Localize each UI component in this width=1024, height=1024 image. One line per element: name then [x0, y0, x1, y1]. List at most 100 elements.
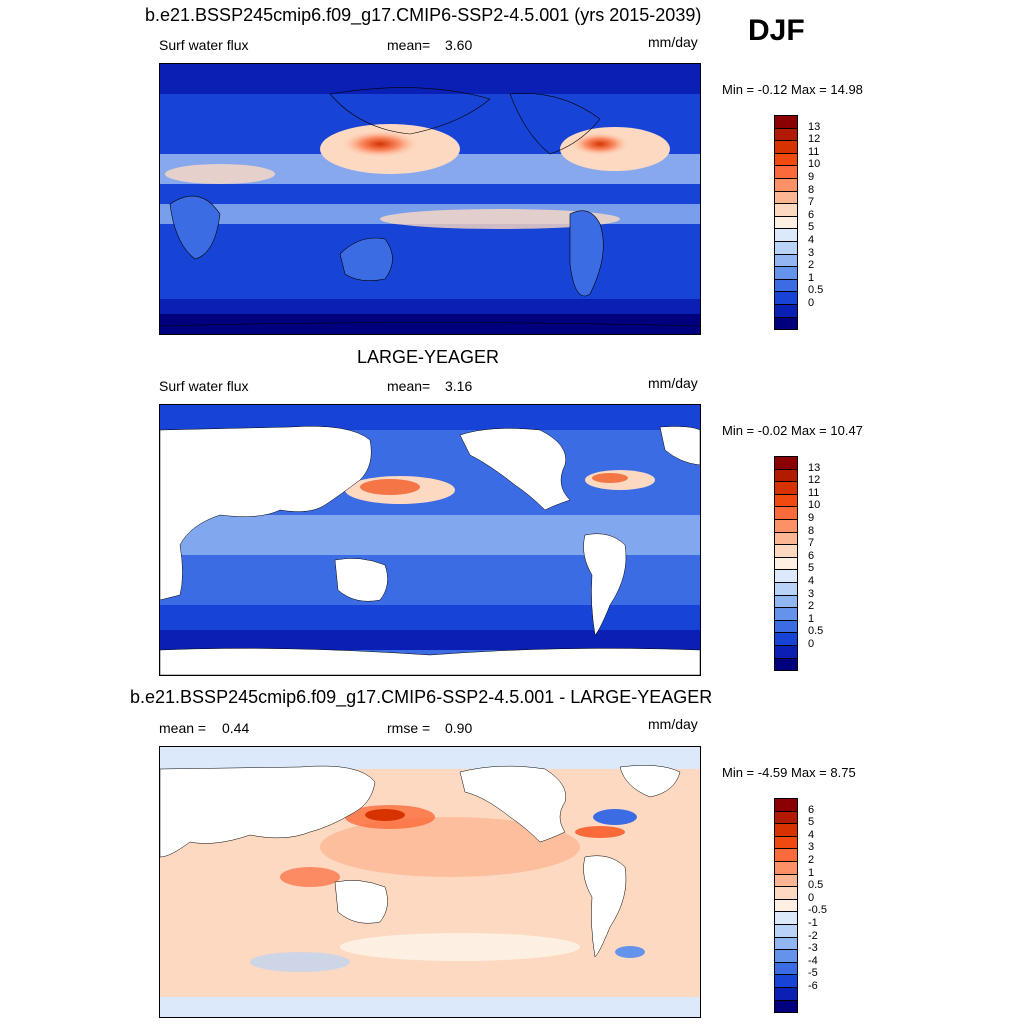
- colorbar-segment: [774, 544, 798, 557]
- season-label: DJF: [748, 14, 805, 47]
- colorbar-label: 10: [808, 499, 821, 512]
- panel-2-variable: Surf water flux: [159, 378, 249, 394]
- colorbar-segment: [774, 253, 798, 267]
- colorbar-segment: [774, 481, 798, 494]
- colorbar-segment: [774, 468, 798, 482]
- panel-3-colorbar: [774, 798, 798, 1014]
- colorbar-label: 7: [808, 537, 815, 550]
- colorbar-segment: [774, 986, 798, 1000]
- colorbar-label: 3: [808, 841, 815, 854]
- colorbar-segment: [774, 165, 798, 178]
- colorbar-segment: [774, 177, 798, 191]
- colorbar-label: 5: [808, 221, 815, 234]
- colorbar-segment: [774, 644, 798, 658]
- panel-2-mean-label: mean=: [387, 378, 431, 394]
- colorbar-label: 4: [808, 575, 815, 587]
- colorbar-label: 6: [808, 208, 815, 221]
- colorbar-segment: [774, 291, 798, 304]
- colorbar-label: 0.5: [808, 284, 824, 297]
- panel-1-variable: Surf water flux: [159, 37, 249, 53]
- colorbar-segment: [774, 619, 798, 633]
- colorbar-segment: [774, 493, 798, 507]
- colorbar-segment: [774, 152, 798, 166]
- colorbar-segment: [774, 886, 798, 899]
- panel-2-map: [159, 404, 701, 676]
- colorbar-label: 2: [808, 600, 815, 613]
- colorbar-segment: [774, 810, 798, 824]
- panel-3-mean-value: 0.44: [222, 720, 250, 736]
- colorbar-label: 5: [808, 816, 815, 829]
- colorbar-label: 1: [808, 866, 815, 879]
- panel-1-minmax: Min = -0.12 Max = 14.98: [722, 82, 863, 97]
- colorbar-segment: [774, 873, 798, 887]
- panel-3-mean-label: mean =: [159, 720, 207, 736]
- colorbar-segment: [774, 860, 798, 874]
- colorbar-segment: [774, 911, 798, 924]
- colorbar-segment: [774, 569, 798, 582]
- colorbar-label: 3: [808, 246, 815, 259]
- colorbar-segment: [774, 898, 798, 912]
- colorbar-label: 1: [808, 612, 815, 625]
- panel-2-minmax: Min = -0.02 Max = 10.47: [722, 423, 863, 438]
- colorbar-label: 10: [808, 158, 821, 171]
- colorbar-segment: [774, 316, 798, 331]
- colorbar-segment: [774, 949, 798, 962]
- colorbar-segment: [774, 848, 798, 861]
- panel-2-mean-value: 3.16: [445, 378, 473, 394]
- panel-3-minmax: Min = -4.59 Max = 8.75: [722, 765, 856, 780]
- panel-1-mean-value: 3.60: [445, 37, 473, 53]
- colorbar-segment: [774, 961, 798, 975]
- panel-2-colorbar: [774, 456, 798, 672]
- colorbar-segment: [774, 303, 798, 317]
- colorbar-label: 11: [808, 486, 820, 499]
- panel-1-title: b.e21.BSSP245cmip6.f09_g17.CMIP6-SSP2-4.…: [145, 5, 702, 25]
- colorbar-label: 12: [808, 133, 821, 146]
- colorbar-label: 3: [808, 587, 815, 600]
- colorbar-label: 2: [808, 854, 815, 866]
- colorbar-label: 7: [808, 196, 815, 209]
- colorbar-segment: [774, 127, 798, 141]
- colorbar-segment: [774, 798, 798, 811]
- colorbar-segment: [774, 594, 798, 608]
- panel-3-title: b.e21.BSSP245cmip6.f09_g17.CMIP6-SSP2-4.…: [130, 687, 713, 707]
- colorbar-segment: [774, 190, 798, 204]
- colorbar-label: 0.5: [808, 625, 824, 638]
- colorbar-segment: [774, 657, 798, 672]
- panel-2-title: LARGE-YEAGER: [357, 347, 500, 367]
- colorbar-label: 6: [808, 549, 815, 562]
- panel-1-mean-label: mean=: [387, 37, 431, 53]
- colorbar-segment: [774, 607, 798, 620]
- colorbar-label: 0: [808, 638, 815, 650]
- colorbar-label: -2: [808, 929, 818, 942]
- panel-3-rmse-value: 0.90: [445, 720, 473, 736]
- colorbar-label: 0.5: [808, 879, 824, 892]
- colorbar-segment: [774, 228, 798, 241]
- colorbar-segment: [774, 823, 798, 836]
- colorbar-segment: [774, 266, 798, 279]
- colorbar-label: -1: [808, 917, 818, 929]
- colorbar-segment: [774, 140, 798, 153]
- colorbar-label: -3: [808, 942, 818, 955]
- colorbar-label: 0: [808, 891, 815, 904]
- colorbar-label: 11: [808, 145, 820, 158]
- colorbar-segment: [774, 581, 798, 595]
- colorbar-label: 13: [808, 120, 821, 133]
- colorbar-segment: [774, 215, 798, 229]
- colorbar-segment: [774, 556, 798, 570]
- colorbar-segment: [774, 923, 798, 937]
- colorbar-label: 4: [808, 828, 815, 841]
- colorbar-label: -5: [808, 967, 818, 980]
- colorbar-label: 4: [808, 234, 815, 246]
- colorbar-segment: [774, 531, 798, 545]
- colorbar-segment: [774, 632, 798, 645]
- panel-3-map: [159, 746, 701, 1018]
- colorbar-label: 8: [808, 524, 815, 537]
- colorbar-segment: [774, 115, 798, 128]
- colorbar-segment: [774, 240, 798, 254]
- colorbar-segment: [774, 456, 798, 469]
- colorbar-label: 13: [808, 461, 821, 474]
- colorbar-label: -4: [808, 954, 818, 967]
- panel-2-units: mm/day: [648, 375, 698, 391]
- colorbar-label: 2: [808, 259, 815, 272]
- colorbar-label: 1: [808, 271, 815, 284]
